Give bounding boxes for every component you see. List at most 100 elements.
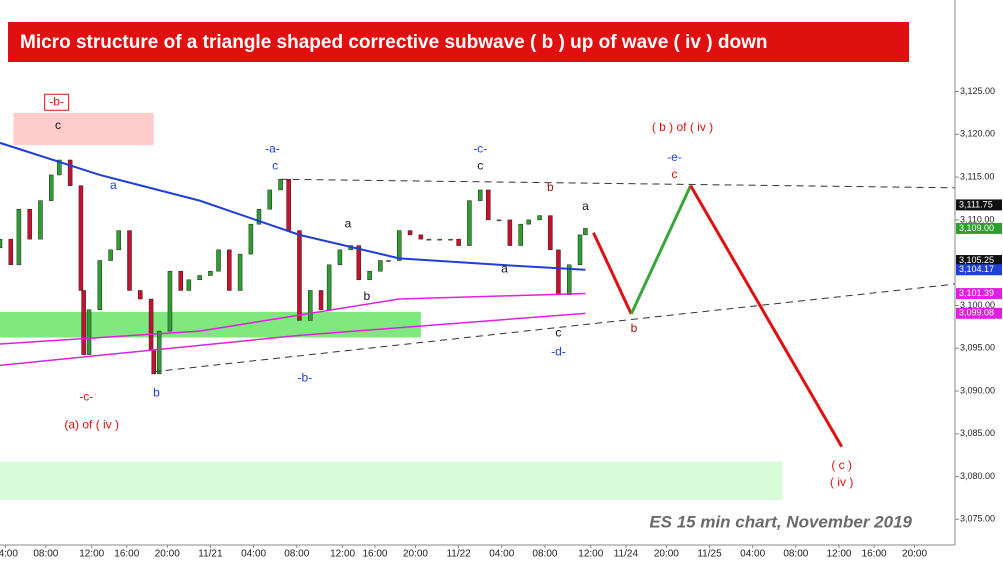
title-bg bbox=[8, 22, 909, 62]
candle bbox=[67, 159, 73, 186]
candle bbox=[548, 215, 553, 251]
x-tick-label: 20:00 bbox=[654, 549, 679, 560]
candle bbox=[507, 219, 513, 246]
annotation: a bbox=[345, 216, 352, 230]
annotation: a bbox=[501, 261, 508, 275]
candle bbox=[407, 230, 413, 236]
annotation: c bbox=[477, 159, 483, 173]
candle bbox=[526, 219, 532, 225]
x-tick-label: 20:00 bbox=[902, 549, 927, 560]
x-tick-label: 12:00 bbox=[578, 549, 603, 560]
candle bbox=[178, 270, 183, 291]
candle bbox=[437, 238, 442, 241]
x-tick-label: 12:00 bbox=[330, 549, 355, 560]
price-label: 3,101.39 bbox=[959, 288, 994, 298]
annotation: -a- bbox=[265, 141, 280, 155]
candle bbox=[426, 238, 432, 241]
y-tick-label: 3,085.00 bbox=[960, 428, 995, 438]
y-tick-label: 3,110.00 bbox=[960, 214, 994, 224]
annotation: c bbox=[55, 118, 61, 132]
annotation: ( c ) bbox=[831, 458, 852, 472]
line-series bbox=[592, 232, 633, 315]
x-tick-label: 08:00 bbox=[33, 549, 58, 560]
annotation: -b- bbox=[49, 94, 64, 108]
line-series bbox=[629, 185, 692, 315]
y-tick-label: 3,120.00 bbox=[960, 129, 995, 139]
candle bbox=[127, 230, 132, 291]
x-tick-label: 08:00 bbox=[532, 549, 557, 560]
x-tick-label: 20:00 bbox=[155, 549, 180, 560]
x-tick-label: 04:00 bbox=[0, 549, 18, 560]
x-tick-label: 16:00 bbox=[862, 549, 887, 560]
axes: 3,075.00 3,080.00 3,085.00 3,090.00 3,095.00… bbox=[0, 86, 1002, 560]
candle bbox=[397, 230, 402, 261]
x-tick-label: 04:00 bbox=[740, 549, 765, 560]
candle bbox=[307, 290, 313, 321]
candle bbox=[418, 234, 424, 240]
plot-area: -b-c a -c- (a) of ( iv ) b -a-c -b-a b -c-c b a a c -… bbox=[0, 93, 955, 501]
annotation: b bbox=[547, 180, 554, 194]
y-tick-label: 3,090.00 bbox=[960, 385, 995, 395]
y-tick-label: 3,100.00 bbox=[960, 300, 995, 310]
y-tick-label: 3,080.00 bbox=[960, 471, 995, 481]
candle bbox=[116, 230, 121, 251]
candle bbox=[38, 200, 43, 240]
candle bbox=[537, 215, 542, 221]
annotation: -c- bbox=[473, 141, 487, 155]
candle bbox=[496, 219, 502, 222]
annotation: ( b ) of ( iv ) bbox=[652, 120, 713, 134]
candle bbox=[216, 249, 221, 272]
annotation: -b- bbox=[298, 370, 313, 384]
y-tick-label: 3,075.00 bbox=[960, 514, 995, 524]
line-series bbox=[0, 141, 586, 271]
candle bbox=[456, 238, 461, 246]
candle bbox=[197, 275, 202, 281]
y-tick-label: 3,115.00 bbox=[960, 171, 994, 181]
x-tick-label: 04:00 bbox=[489, 549, 514, 560]
candle bbox=[267, 189, 273, 210]
annotation: a bbox=[110, 178, 117, 192]
x-tick-label: 11/24 bbox=[614, 549, 639, 560]
candle bbox=[278, 179, 283, 191]
price-label: 3,105.25 bbox=[959, 255, 994, 265]
candle bbox=[151, 350, 157, 375]
candle bbox=[97, 260, 103, 310]
line-series bbox=[280, 178, 955, 189]
candle bbox=[167, 270, 173, 332]
watermark-bg bbox=[598, 505, 920, 543]
annotation: b bbox=[631, 321, 638, 335]
annotation: c bbox=[555, 325, 561, 339]
annotation: a bbox=[582, 199, 589, 213]
line-series bbox=[153, 283, 955, 373]
candle bbox=[337, 249, 343, 266]
annotation: b bbox=[153, 385, 160, 399]
annotation: ( iv ) bbox=[830, 475, 853, 489]
zone bbox=[13, 112, 154, 146]
candle bbox=[326, 264, 332, 310]
annotation: -c- bbox=[79, 390, 93, 404]
y-tick-label: 3,095.00 bbox=[960, 343, 995, 353]
x-tick-label: 11/25 bbox=[697, 549, 722, 560]
price-label-box bbox=[956, 222, 1002, 234]
candle bbox=[78, 185, 84, 291]
candle bbox=[81, 290, 86, 355]
candle bbox=[248, 223, 254, 255]
price-label-box bbox=[956, 264, 1002, 276]
price-label: 3,104.17 bbox=[959, 264, 994, 274]
annotation: (a) of ( iv ) bbox=[64, 417, 119, 431]
x-tick-label: 12:00 bbox=[826, 549, 851, 560]
candle bbox=[467, 200, 472, 246]
annotation: c bbox=[272, 159, 278, 173]
candle bbox=[378, 260, 383, 272]
chart-title: Micro structure of a triangle shaped cor… bbox=[20, 32, 768, 53]
annotation: c bbox=[671, 167, 677, 181]
candle bbox=[486, 189, 491, 221]
candle bbox=[148, 298, 154, 351]
candle bbox=[27, 208, 32, 240]
candle bbox=[477, 189, 483, 201]
annotation: b bbox=[364, 289, 371, 303]
zone bbox=[0, 461, 783, 501]
candle bbox=[156, 330, 162, 375]
y-tick-label: 3,125.00 bbox=[960, 86, 995, 96]
